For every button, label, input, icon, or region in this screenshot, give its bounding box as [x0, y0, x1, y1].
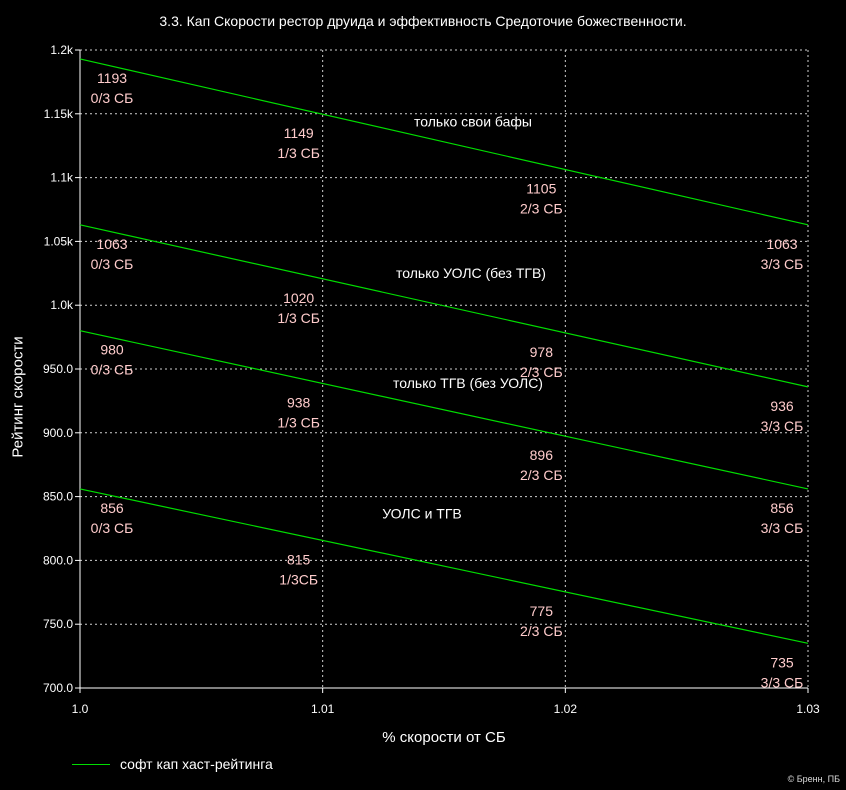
series-line [79, 58, 809, 226]
data-value-label: 936 [770, 398, 794, 414]
data-value-label: 938 [287, 394, 311, 410]
data-sb-label: 1/3СБ [279, 571, 318, 587]
data-value-label: 978 [530, 344, 554, 360]
legend-swatch [72, 763, 110, 765]
data-value-label: 1105 [526, 181, 556, 197]
x-tick-label: 1.01 [311, 702, 335, 716]
data-value-label: 1063 [96, 236, 127, 252]
y-tick-label: 850.0 [43, 490, 73, 504]
legend: софт кап хаст-рейтинга [72, 756, 273, 772]
y-tick-label: 950.0 [43, 362, 73, 376]
data-sb-label: 3/3 СБ [761, 418, 804, 434]
data-value-label: 856 [770, 500, 794, 516]
data-value-label: 815 [287, 551, 311, 567]
x-tick-label: 1.03 [796, 702, 820, 716]
data-sb-label: 0/3 СБ [91, 362, 134, 378]
x-tick-label: 1.02 [554, 702, 578, 716]
data-value-label: 1149 [284, 125, 314, 141]
series-name-label: УОЛС и ТГВ [382, 505, 462, 521]
series-line [79, 488, 809, 644]
y-tick-label: 700.0 [43, 681, 73, 695]
data-value-label: 775 [530, 603, 554, 619]
y-tick-label: 1.0k [50, 298, 74, 312]
series-name-label: только ТГВ (без УОЛС) [393, 375, 543, 391]
x-tick-label: 1.0 [72, 702, 89, 716]
data-sb-label: 2/3 СБ [520, 623, 563, 639]
y-axis-label: Рейтинг скорости [9, 336, 27, 458]
legend-label: софт кап хаст-рейтинга [120, 756, 273, 772]
data-sb-label: 2/3 СБ [520, 201, 563, 217]
data-value-label: 735 [770, 654, 794, 670]
data-sb-label: 3/3 СБ [761, 674, 804, 690]
y-tick-label: 900.0 [43, 426, 73, 440]
series-line [79, 330, 809, 490]
data-sb-label: 0/3 СБ [91, 90, 134, 106]
data-sb-label: 0/3 СБ [91, 256, 134, 272]
y-tick-label: 1.15k [44, 107, 74, 121]
credit-text: © Бренн, ПБ [787, 774, 840, 784]
series-name-label: только свои бафы [414, 113, 532, 129]
y-tick-label: 1.1k [50, 171, 74, 185]
x-axis-label: % скорости от СБ [382, 729, 506, 746]
data-value-label: 1020 [283, 290, 314, 306]
data-sb-label: 1/3 СБ [277, 145, 320, 161]
series-line [79, 224, 809, 388]
data-sb-label: 3/3 СБ [761, 256, 804, 272]
data-value-label: 856 [100, 500, 124, 516]
chart-title: 3.3. Кап Скорости рестор друида и эффект… [159, 13, 687, 29]
data-value-label: 1063 [766, 236, 797, 252]
data-sb-label: 1/3 СБ [277, 414, 320, 430]
y-tick-label: 1.05k [44, 234, 74, 248]
data-sb-label: 3/3 СБ [761, 520, 804, 536]
data-value-label: 896 [530, 447, 554, 463]
data-sb-label: 2/3 СБ [520, 467, 563, 483]
y-tick-label: 800.0 [43, 553, 73, 567]
data-value-label: 980 [100, 342, 124, 358]
y-tick-label: 750.0 [43, 617, 73, 631]
data-sb-label: 2/3 СБ [520, 364, 563, 380]
data-value-label: 1193 [97, 70, 127, 86]
y-tick-label: 1.2k [50, 43, 74, 57]
series-name-label: только УОЛС (без ТГВ) [396, 265, 546, 281]
data-sb-label: 0/3 СБ [91, 520, 134, 536]
data-sb-label: 1/3 СБ [277, 310, 320, 326]
